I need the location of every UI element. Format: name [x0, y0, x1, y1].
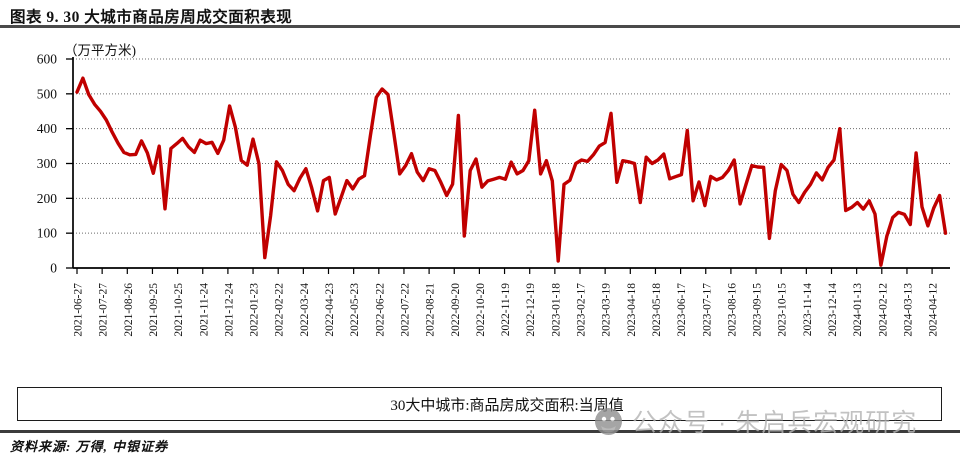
x-tick-label: 2023-09-15: [752, 283, 764, 337]
x-tick-label: 2023-08-16: [726, 283, 738, 337]
x-tick-label: 2021-12-24: [223, 283, 235, 337]
x-tick-label: 2024-02-12: [877, 283, 889, 337]
source-note: 资料来源: 万得, 中银证券: [10, 439, 169, 454]
x-tick-label: 2021-09-25: [148, 283, 160, 337]
x-tick-label: 2022-08-21: [425, 283, 437, 337]
y-tick-label: 100: [37, 226, 58, 241]
x-tick-label: 2022-02-22: [274, 283, 286, 337]
x-tick-label: 2023-01-18: [550, 283, 562, 337]
x-tick-label: 2022-04-23: [324, 283, 336, 337]
watermark: 公众号 · 朱启兵宏观研究: [594, 403, 917, 439]
x-tick-label: 2021-06-27: [73, 283, 85, 337]
legend-box: 30大中城市:商品房成交面积:当周值: [17, 387, 942, 421]
series-line: [75, 76, 948, 267]
legend-line-swatch: [335, 402, 383, 407]
line-chart: 600 500 400 300 200 100 0 2021-06-27 2021-07-27 2…: [37, 52, 950, 337]
y-tick-label: 600: [37, 52, 58, 67]
x-tick-label: 2022-06-22: [374, 283, 386, 337]
x-tick-label: 2022-07-22: [399, 283, 411, 337]
x-tick-label: 2023-10-15: [777, 283, 789, 337]
x-tick-label: 2022-09-20: [450, 283, 462, 337]
x-tick-label: 2023-11-14: [802, 283, 814, 336]
x-tick-label: 2024-04-12: [928, 283, 940, 337]
x-tick-label: 2021-11-24: [198, 283, 210, 336]
x-tick-label: 2024-03-13: [902, 283, 914, 337]
legend-label: 30大中城市:商品房成交面积:当周值: [390, 397, 624, 414]
x-tick-label: 2022-05-23: [349, 283, 361, 337]
x-tick-label: 2021-10-25: [173, 283, 185, 337]
y-tick-label: 200: [37, 191, 58, 206]
x-tick-label: 2023-07-17: [701, 283, 713, 337]
footer-divider: [0, 430, 960, 433]
x-tick-label: 2023-03-19: [601, 283, 613, 337]
x-tick-label: 2021-07-27: [98, 283, 110, 337]
x-tick-label: 2022-10-20: [475, 283, 487, 337]
y-tick-label: 300: [37, 156, 58, 171]
wechat-ghost-icon: [595, 407, 622, 435]
watermark-text: 公众号 · 朱启兵宏观研究: [632, 409, 918, 437]
x-tick-label: 2023-04-18: [626, 283, 638, 337]
x-tick-label: 2022-12-19: [525, 283, 537, 337]
page-title: 图表 9. 30 大城市商品房周成交面积表现: [10, 9, 293, 26]
x-tick-label: 2023-12-14: [827, 283, 839, 337]
x-tick-label: 2022-01-23: [249, 283, 261, 337]
x-tick-label: 2024-01-13: [852, 283, 864, 337]
x-tick-label: 2023-06-17: [676, 283, 688, 337]
y-tick-label: 0: [50, 261, 57, 276]
x-tick-label: 2021-08-26: [123, 283, 135, 337]
y-axis-unit-label: （万平方米): [64, 43, 136, 58]
x-tick-label: 2022-03-24: [299, 283, 311, 337]
y-tick-label: 400: [37, 121, 58, 136]
x-tick-label: 2023-02-17: [576, 283, 588, 337]
title-underline: [0, 25, 960, 28]
x-tick-label: 2022-11-19: [500, 283, 512, 336]
y-tick-label: 500: [37, 86, 58, 101]
x-tick-label: 2023-05-18: [651, 283, 663, 337]
